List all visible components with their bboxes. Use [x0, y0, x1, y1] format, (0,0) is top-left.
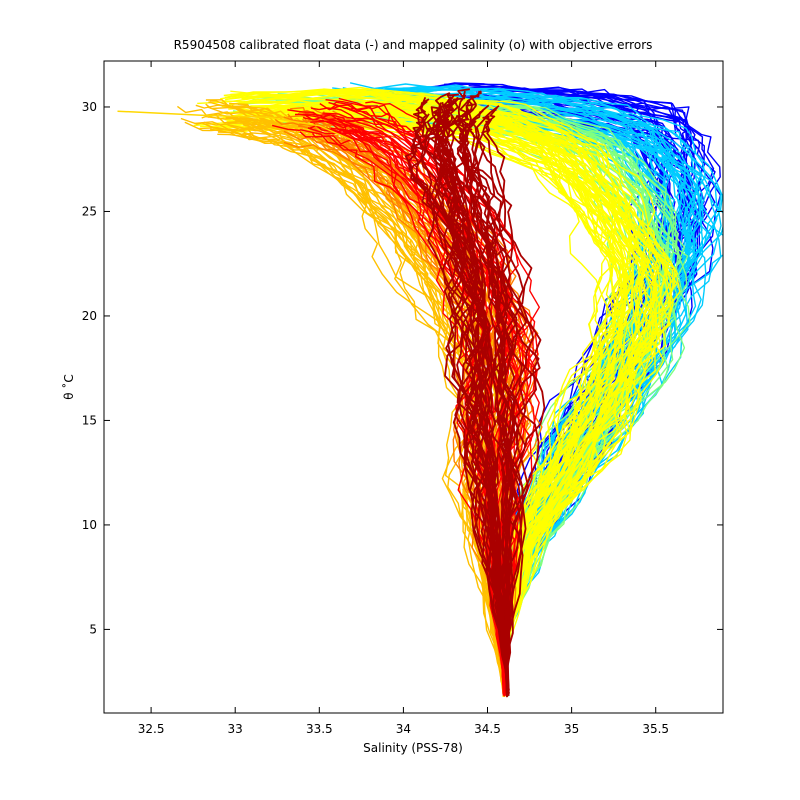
x-tick-label: 35.5	[642, 722, 669, 736]
plot-frame	[103, 60, 724, 714]
profile-line	[254, 104, 667, 695]
y-tick-label: 15	[82, 413, 97, 427]
x-tick-label: 34	[396, 722, 411, 736]
profile-line	[257, 112, 659, 691]
profile-line	[469, 107, 529, 692]
profile-line	[244, 107, 665, 690]
profile-line	[342, 128, 518, 690]
profile-line	[244, 104, 659, 694]
chart-title: R5904508 calibrated float data (-) and m…	[174, 38, 653, 52]
y-tick-label: 5	[89, 622, 97, 636]
profile-line	[275, 118, 681, 693]
x-tick-label: 35	[564, 722, 579, 736]
profile-line	[433, 97, 510, 689]
profile-line	[436, 96, 509, 692]
profile-line	[467, 120, 540, 691]
x-axis-label: Salinity (PSS-78)	[363, 741, 463, 755]
y-tick-label: 30	[82, 100, 97, 114]
y-tick-label: 20	[82, 309, 97, 323]
profile-line	[253, 111, 657, 697]
outlier-profile-line	[117, 110, 354, 142]
profile-line	[481, 115, 535, 696]
profile-line	[458, 128, 546, 695]
profile-line	[421, 111, 510, 696]
y-tick-label: 25	[82, 204, 97, 218]
profile-line	[241, 92, 656, 689]
profile-line	[458, 104, 513, 693]
y-tick-label: 10	[82, 518, 97, 532]
profile-line	[451, 90, 517, 695]
x-tick-label: 34.5	[474, 722, 501, 736]
profile-lines	[117, 82, 723, 698]
y-axis-ticks: 5 10 15 20 25 30	[82, 100, 723, 636]
profile-line	[288, 115, 506, 689]
profile-line	[433, 102, 510, 691]
y-axis-label: θ ˚C	[61, 374, 76, 400]
profile-line	[427, 123, 509, 697]
profile-line	[271, 91, 674, 695]
profile-line	[408, 123, 508, 692]
x-axis-ticks: 32.5 33 33.5 34 34.5 35 35.5	[138, 61, 669, 736]
x-tick-label: 33.5	[306, 722, 333, 736]
x-tick-label: 33	[228, 722, 243, 736]
x-tick-label: 32.5	[138, 722, 165, 736]
